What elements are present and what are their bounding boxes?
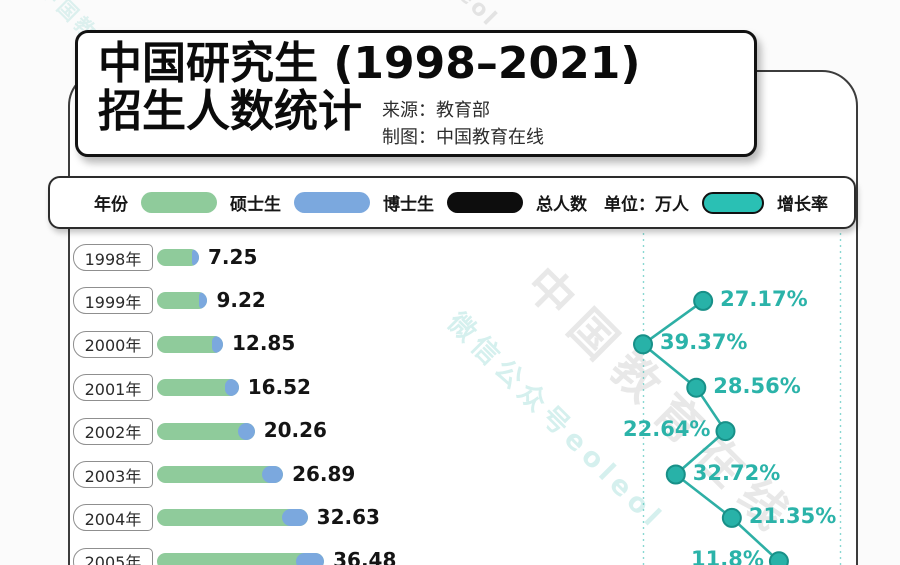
doctor-bar-segment xyxy=(191,249,200,266)
source-line: 来源：教育部 xyxy=(382,100,490,122)
year-pill-2004: 2004年 xyxy=(73,504,153,532)
title-line-2: 招生人数统计 xyxy=(98,86,362,138)
total-value-label: 32.63 xyxy=(316,504,380,529)
doctor-bar-segment xyxy=(282,509,308,527)
growth-rate-label-2001: 28.56% xyxy=(713,373,801,398)
doctor-bar-segment xyxy=(224,379,239,397)
legend-swatch-growth xyxy=(702,191,764,214)
growth-rate-label-1999: 27.17% xyxy=(720,286,808,311)
doctor-bar-segment xyxy=(261,466,284,483)
source-credit-block: 来源：教育部 制图：中国教育在线 xyxy=(382,88,544,151)
total-value-label: 12.85 xyxy=(231,331,296,356)
total-bar-1999 xyxy=(157,292,208,310)
growth-rate-label-2003: 32.72% xyxy=(692,460,781,485)
total-bar-2001 xyxy=(157,379,239,397)
watermark-text-3: eol xyxy=(452,0,503,33)
year-pill-2001: 2001年 xyxy=(73,374,153,402)
legend-label-doctor: 博士生 xyxy=(383,195,434,215)
total-value-label: 9.22 xyxy=(216,287,266,312)
growth-rate-label-2002: 22.64% xyxy=(623,417,711,442)
total-value-label: 26.89 xyxy=(292,461,356,486)
legend-year-label: 年份 xyxy=(94,195,128,215)
year-pill-1999: 1999年 xyxy=(73,287,153,315)
total-bar-2004 xyxy=(157,509,308,527)
total-value-label: 16.52 xyxy=(247,374,311,399)
year-pill-2005: 2005年 xyxy=(73,547,153,565)
legend-swatch-total xyxy=(447,192,523,213)
total-value-label: 7.25 xyxy=(208,244,258,269)
doctor-bar-segment xyxy=(211,335,223,353)
total-value-label: 20.26 xyxy=(263,418,327,443)
total-bar-2005 xyxy=(157,552,325,565)
title-line-1: 中国研究生 (1998–2021) xyxy=(98,38,641,89)
total-bar-2000 xyxy=(157,335,223,353)
year-pill-2003: 2003年 xyxy=(73,461,153,488)
legend-label-growth: 增长率 xyxy=(777,195,828,215)
total-value-label: 36.48 xyxy=(333,548,397,565)
total-bar-1998 xyxy=(157,249,200,266)
total-bar-2003 xyxy=(157,466,284,483)
legend-label-master: 硕士生 xyxy=(230,195,281,215)
title-line-2-row: 招生人数统计 来源：教育部 制图：中国教育在线 xyxy=(78,86,754,151)
growth-rate-label-2000: 39.37% xyxy=(660,330,748,355)
legend-bar: 年份 硕士生 博士生 总人数 单位：万人 增长率 xyxy=(48,176,856,229)
title-card: 中国研究生 (1998–2021) 招生人数统计 来源：教育部 制图：中国教育在… xyxy=(75,30,757,157)
year-pill-2000: 2000年 xyxy=(73,330,153,358)
legend-label-total: 总人数 xyxy=(536,195,587,215)
legend-unit-label: 单位：万人 xyxy=(604,195,689,215)
growth-rate-label-2005: 11.8% xyxy=(691,547,764,565)
doctor-bar-segment xyxy=(238,422,255,440)
legend-swatch-master xyxy=(141,192,217,213)
doctor-bar-segment xyxy=(295,552,325,565)
year-pill-2002: 2002年 xyxy=(73,417,153,445)
credit-line: 制图：中国教育在线 xyxy=(382,127,544,149)
growth-rate-label-2004: 21.35% xyxy=(748,503,837,528)
doctor-bar-segment xyxy=(198,292,208,310)
year-pill-1998: 1998年 xyxy=(73,244,153,271)
total-bar-2002 xyxy=(157,422,255,440)
legend-swatch-doctor xyxy=(294,192,370,213)
